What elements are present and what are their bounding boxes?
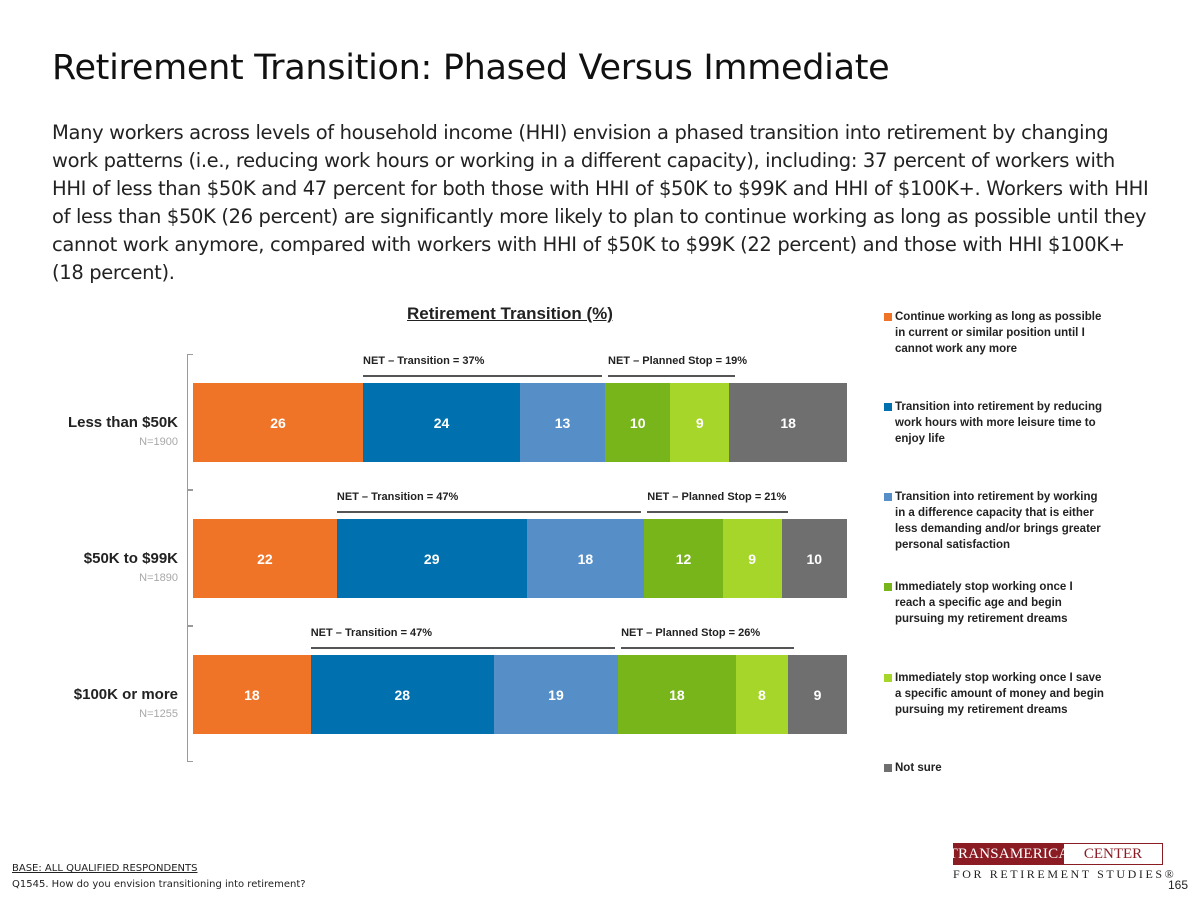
legend-swatch xyxy=(884,674,892,682)
net-transition-line xyxy=(336,511,642,513)
row-label: $100K or more xyxy=(73,686,178,703)
legend-item: Immediately stop working once I reach a … xyxy=(884,579,1104,627)
legend-item: Transition into retirement by working in… xyxy=(884,489,1104,553)
bar-segment: 10 xyxy=(605,383,671,462)
bar-segment: 22 xyxy=(193,519,337,598)
bar-segment: 8 xyxy=(735,655,789,734)
net-planned-stop-label: NET – Planned Stop = 21% xyxy=(647,491,787,503)
net-planned-stop-line xyxy=(621,647,795,649)
net-transition-line xyxy=(363,375,602,377)
net-transition-line xyxy=(310,647,616,649)
net-planned-stop-label: NET – Planned Stop = 26% xyxy=(621,627,761,639)
bar-segment: 13 xyxy=(519,383,605,462)
row-sample-size: N=1900 xyxy=(139,436,178,448)
bar-segment: 19 xyxy=(493,655,619,734)
bar-segment: 18 xyxy=(729,383,847,462)
logo-left-text: TRANSAMERICA xyxy=(949,844,1069,864)
logo-right-text: CENTER xyxy=(1083,845,1143,862)
legend-label: Continue working as long as possible in … xyxy=(895,311,1102,355)
bar-segment: 10 xyxy=(781,519,847,598)
legend-item: Not sure xyxy=(884,760,1104,776)
legend-label: Not sure xyxy=(895,762,942,774)
net-planned-stop-label: NET – Planned Stop = 19% xyxy=(608,355,748,367)
row-bracket xyxy=(187,354,193,490)
bar-segment: 28 xyxy=(310,655,494,734)
legend-swatch xyxy=(884,583,892,591)
net-transition-label: NET – Transition = 37% xyxy=(363,355,485,367)
row-bracket xyxy=(187,490,193,626)
row-label: Less than $50K xyxy=(67,414,178,431)
net-planned-stop-line xyxy=(608,375,736,377)
bar-segment: 9 xyxy=(722,519,782,598)
net-transition-label: NET – Transition = 47% xyxy=(336,491,459,503)
page-title: Retirement Transition: Phased Versus Imm… xyxy=(52,48,890,88)
legend-swatch xyxy=(884,764,892,772)
row-label: $50K to $99K xyxy=(83,550,178,567)
question-note: Q1545. How do you envision transitioning… xyxy=(12,879,306,890)
stacked-bar: 22 29 18 12 9 10 xyxy=(193,519,847,598)
legend-item: Transition into retirement by reducing w… xyxy=(884,399,1104,447)
chart-title: Retirement Transition (%) xyxy=(407,304,613,323)
stacked-bar: 18 28 19 18 8 9 xyxy=(193,655,847,734)
row-sample-size: N=1890 xyxy=(139,572,178,584)
transamerica-logo: TRANSAMERICA CENTER xyxy=(949,843,1163,865)
legend-label: Transition into retirement by reducing w… xyxy=(895,401,1103,445)
bar-segment: 12 xyxy=(644,519,723,598)
row-sample-size: N=1255 xyxy=(139,708,178,720)
legend-label: Immediately stop working once I reach a … xyxy=(895,581,1073,625)
bar-segment: 29 xyxy=(336,519,527,598)
legend-label: Immediately stop working once I save a s… xyxy=(895,672,1104,716)
legend-item: Continue working as long as possible in … xyxy=(884,309,1104,357)
base-note: BASE: ALL QUALIFIED RESPONDENTS xyxy=(12,863,198,874)
bar-segment: 18 xyxy=(193,655,311,734)
bar-segment: 24 xyxy=(363,383,520,462)
legend-label: Transition into retirement by working in… xyxy=(895,491,1101,551)
legend-swatch xyxy=(884,313,892,321)
bar-segment: 26 xyxy=(193,383,364,462)
stacked-bar: 26 24 13 10 9 18 xyxy=(193,383,847,462)
bar-segment: 9 xyxy=(670,383,730,462)
net-planned-stop-line xyxy=(647,511,788,513)
page-number: 165 xyxy=(1167,878,1188,892)
bar-segment: 18 xyxy=(526,519,645,598)
net-transition-label: NET – Transition = 47% xyxy=(310,627,433,639)
bar-segment: 18 xyxy=(618,655,736,734)
legend-swatch xyxy=(884,493,892,501)
summary-text: Many workers across levels of household … xyxy=(52,121,1149,284)
legend-item: Immediately stop working once I save a s… xyxy=(884,670,1104,718)
logo-subtitle: FOR RETIREMENT STUDIES® xyxy=(953,867,1177,881)
row-bracket xyxy=(187,626,193,762)
bar-segment: 9 xyxy=(788,655,847,734)
legend-swatch xyxy=(884,403,892,411)
